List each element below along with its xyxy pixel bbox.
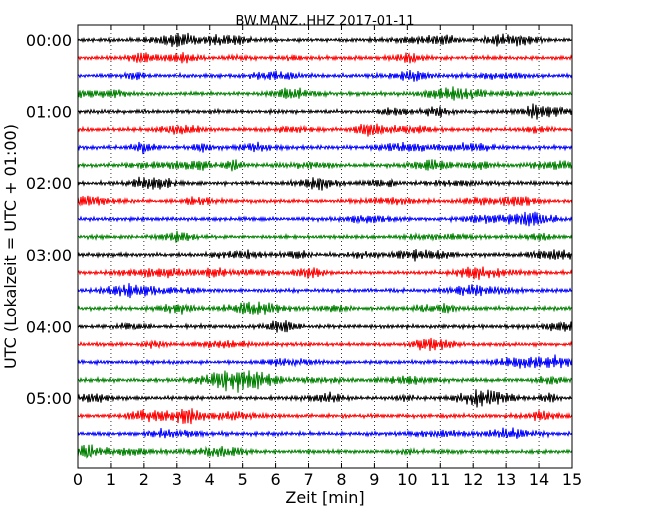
y-tick-label: 02:00 <box>26 174 72 193</box>
trace-0300 <box>77 249 573 262</box>
trace-0230 <box>77 211 573 227</box>
x-tick-label: 15 <box>562 470 582 489</box>
trace-0145 <box>77 159 573 172</box>
trace-0215 <box>77 195 573 207</box>
trace-0115 <box>77 123 573 137</box>
x-tick-label: 4 <box>205 470 215 489</box>
trace-0245 <box>77 230 573 243</box>
x-tick-label: 10 <box>397 470 417 489</box>
y-tick-label: 03:00 <box>26 246 72 265</box>
trace-0130 <box>77 141 573 155</box>
y-axis-ticks: 00:00 01:00 02:00 03:00 04:00 05:00 <box>26 31 572 408</box>
trace-0345 <box>77 301 573 315</box>
trace-0015 <box>77 52 573 64</box>
x-tick-label: 2 <box>139 470 149 489</box>
trace-0315 <box>77 266 573 280</box>
x-axis-ticks: 0 1 2 3 4 5 6 7 8 9 10 11 12 13 14 15 <box>73 25 582 489</box>
y-tick-label: 04:00 <box>26 317 72 336</box>
trace-0430 <box>77 354 573 369</box>
x-tick-label: 9 <box>369 470 379 489</box>
x-tick-label: 13 <box>496 470 516 489</box>
x-tick-label: 1 <box>106 470 116 489</box>
trace-0545 <box>77 444 573 459</box>
x-tick-label: 14 <box>529 470 549 489</box>
x-tick-label: 6 <box>271 470 281 489</box>
y-tick-label: 05:00 <box>26 389 72 408</box>
trace-0000 <box>77 32 573 48</box>
trace-0445 <box>77 370 573 393</box>
x-tick-label: 0 <box>73 470 83 489</box>
trace-0100 <box>77 103 573 120</box>
plot-frame <box>77 24 573 469</box>
trace-0330 <box>77 283 573 299</box>
trace-0400 <box>77 320 573 333</box>
x-tick-label: 7 <box>303 470 313 489</box>
x-tick-label: 5 <box>238 470 248 489</box>
x-tick-label: 8 <box>336 470 346 489</box>
x-tick-label: 3 <box>172 470 182 489</box>
x-tick-label: 12 <box>463 470 483 489</box>
trace-0500 <box>77 389 573 408</box>
y-tick-label: 01:00 <box>26 103 72 122</box>
seismic-traces <box>77 32 573 459</box>
trace-0200 <box>77 176 573 191</box>
y-tick-label: 00:00 <box>26 31 72 50</box>
chart-title: BW.MANZ..HHZ 2017-01-11 <box>235 14 414 29</box>
trace-0045 <box>77 86 573 101</box>
x-tick-label: 11 <box>430 470 450 489</box>
trace-0415 <box>77 337 573 351</box>
y-axis-label: UTC (Lokalzeit = UTC + 01:00) <box>1 124 20 369</box>
trace-0030 <box>77 70 573 82</box>
trace-0515 <box>77 408 573 425</box>
x-axis-label: Zeit [min] <box>285 488 364 507</box>
trace-0530 <box>77 427 573 439</box>
